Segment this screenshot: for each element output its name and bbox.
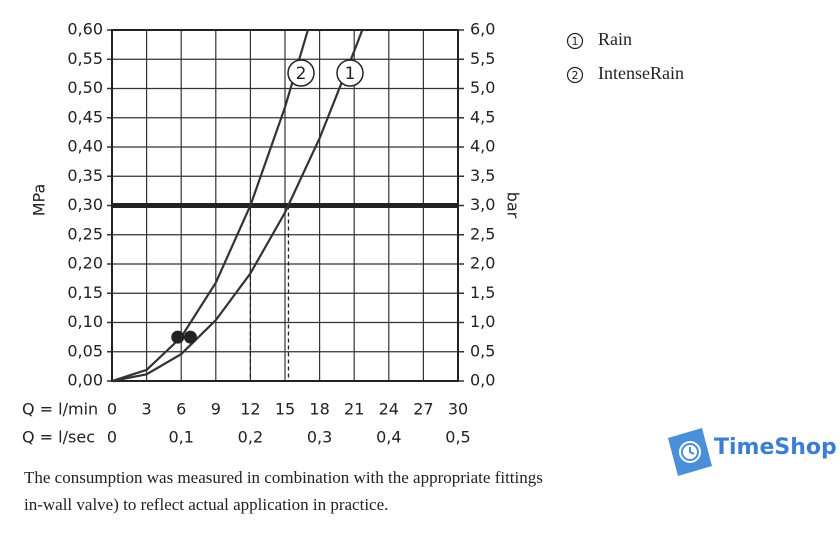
x2-tick-label: 0,4 <box>376 428 401 447</box>
y2-axis-title: bar <box>504 192 523 219</box>
watermark: TimeShop <box>714 435 837 460</box>
x-tick-label: 15 <box>275 400 295 419</box>
caption-line: in-wall valve) to reflect actual applica… <box>24 495 388 514</box>
y2-tick-label: 2,5 <box>470 224 495 243</box>
x2-tick-label: 0 <box>107 428 117 447</box>
y-tick-label: 0,60 <box>67 20 103 39</box>
curve-badge-label: 1 <box>345 64 356 84</box>
x2-row-label: Q = l/sec <box>22 428 95 447</box>
y-tick-label: 0,35 <box>67 166 103 185</box>
y2-tick-label: 3,0 <box>470 195 495 214</box>
x-tick-label: 24 <box>379 400 399 419</box>
y-tick-label: 0,45 <box>67 107 103 126</box>
y2-tick-label: 0,0 <box>470 371 495 390</box>
legend-label: IntenseRain <box>598 63 684 83</box>
y2-tick-label: 2,0 <box>470 254 495 273</box>
y-tick-label: 0,10 <box>67 312 103 331</box>
x-tick-label: 30 <box>448 400 468 419</box>
marker <box>171 330 185 344</box>
y-tick-label: 0,05 <box>67 341 103 360</box>
y-tick-label: 0,50 <box>67 78 103 97</box>
y2-tick-label: 5,5 <box>470 49 495 68</box>
x-tick-label: 18 <box>309 400 329 419</box>
x2-tick-label: 0,2 <box>238 428 263 447</box>
y-tick-label: 0,25 <box>67 224 103 243</box>
curve-badge <box>336 59 364 87</box>
y2-tick-label: 3,5 <box>470 166 495 185</box>
y-tick-label: 0,30 <box>67 195 103 214</box>
y-tick-label: 0,55 <box>67 49 103 68</box>
y-tick-label: 0,00 <box>67 371 103 390</box>
x-tick-label: 21 <box>344 400 364 419</box>
y2-tick-label: 0,5 <box>470 341 495 360</box>
y2-tick-label: 6,0 <box>470 20 495 39</box>
y-tick-label: 0,20 <box>67 254 103 273</box>
y-tick-label: 0,15 <box>67 283 103 302</box>
curve-badge <box>287 59 315 87</box>
y2-tick-label: 1,5 <box>470 283 495 302</box>
x-tick-label: 0 <box>107 400 117 419</box>
x-tick-label: 3 <box>142 400 152 419</box>
x2-tick-label: 0,3 <box>307 428 332 447</box>
legend-badge <box>566 32 584 50</box>
y-tick-label: 0,40 <box>67 137 103 156</box>
y2-tick-label: 1,0 <box>470 312 495 331</box>
legend-badge-label: 1 <box>572 35 579 48</box>
x-tick-label: 9 <box>211 400 221 419</box>
x-tick-label: 12 <box>240 400 260 419</box>
x-tick-label: 6 <box>176 400 186 419</box>
x-row-label: Q = l/min <box>22 400 98 419</box>
caption-line: The consumption was measured in combinat… <box>24 468 543 487</box>
logo-icon <box>668 428 712 476</box>
x-tick-label: 27 <box>413 400 433 419</box>
y2-tick-label: 4,5 <box>470 107 495 126</box>
legend-badge-label: 2 <box>572 69 579 82</box>
series-line <box>112 29 310 381</box>
x2-tick-label: 0,1 <box>168 428 193 447</box>
y2-tick-label: 5,0 <box>470 78 495 97</box>
y2-tick-label: 4,0 <box>470 137 495 156</box>
marker <box>183 330 197 344</box>
legend-label: Rain <box>598 29 632 49</box>
curve-badge-label: 2 <box>296 64 307 84</box>
y-axis-title: MPa <box>30 184 49 217</box>
x2-tick-label: 0,5 <box>445 428 470 447</box>
legend-badge <box>566 66 584 84</box>
